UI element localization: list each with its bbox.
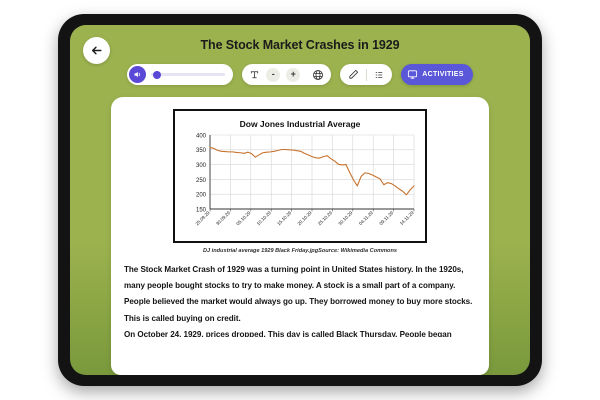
- pen-glyph: [349, 69, 359, 79]
- figure-caption: DJ industrial average 1929 Black Friday.…: [202, 248, 398, 254]
- list-glyph: [375, 71, 383, 78]
- monitor-icon: [407, 69, 418, 80]
- speaker-glyph: [134, 71, 141, 78]
- list-icon[interactable]: [374, 70, 384, 80]
- chart-figure: Dow Jones Industrial Average 150 200 250 30…: [173, 109, 427, 243]
- svg-text:25.10.29: 25.10.29: [317, 210, 333, 226]
- audio-control-group: [127, 64, 234, 85]
- svg-text:15.10.29: 15.10.29: [276, 210, 292, 226]
- page-title: The Stock Market Crashes in 1929: [200, 38, 400, 52]
- svg-text:350: 350: [196, 148, 207, 154]
- text-format-icon[interactable]: [249, 69, 260, 80]
- text-format-glyph: [251, 71, 259, 79]
- monitor-glyph: [408, 70, 418, 79]
- tablet-frame: The Stock Market Crashes in 1929: [58, 14, 542, 386]
- body-paragraph-2: On October 24, 1929, prices dropped. Thi…: [124, 329, 452, 337]
- svg-text:150: 150: [196, 207, 207, 213]
- pen-icon[interactable]: [348, 69, 359, 80]
- svg-text:300: 300: [196, 163, 207, 169]
- app-header: The Stock Market Crashes in 1929: [70, 25, 530, 93]
- toolbar-divider: [366, 68, 368, 81]
- globe-glyph: [313, 69, 324, 80]
- content-card: Dow Jones Industrial Average 150 200 250 30…: [111, 97, 489, 375]
- globe-icon[interactable]: [312, 69, 324, 81]
- activities-button[interactable]: ACTIVITIES: [401, 64, 473, 85]
- chart-title: Dow Jones Industrial Average: [239, 119, 361, 129]
- toolbar: - +: [70, 64, 530, 85]
- text-size-group: - +: [242, 64, 332, 85]
- svg-text:10.10.29: 10.10.29: [256, 210, 272, 226]
- svg-text:250: 250: [196, 178, 207, 184]
- volume-slider[interactable]: [151, 70, 226, 79]
- svg-text:200: 200: [196, 193, 207, 199]
- body-text: The Stock Market Crash of 1929 was a tur…: [124, 262, 476, 337]
- figure-block: Dow Jones Industrial Average 150 200 250 30…: [124, 109, 476, 254]
- svg-text:05.10.29: 05.10.29: [235, 210, 251, 226]
- arrow-left-icon: [92, 46, 102, 55]
- svg-text:30.10.29: 30.10.29: [337, 210, 353, 226]
- speaker-icon[interactable]: [129, 66, 147, 83]
- svg-text:09.11.29: 09.11.29: [378, 210, 394, 226]
- svg-text:400: 400: [196, 133, 207, 139]
- tablet-screen: The Stock Market Crashes in 1929: [70, 25, 530, 375]
- svg-text:04.11.29: 04.11.29: [358, 210, 374, 226]
- decrease-text-size-button[interactable]: -: [266, 67, 281, 82]
- activities-label: ACTIVITIES: [422, 71, 464, 78]
- body-paragraph-1: The Stock Market Crash of 1929 was a tur…: [124, 265, 473, 323]
- svg-text:14.11.29: 14.11.29: [399, 210, 415, 226]
- svg-text:30.09.29: 30.09.29: [215, 210, 231, 226]
- volume-slider-knob[interactable]: [153, 70, 162, 79]
- svg-text:20.10.29: 20.10.29: [297, 210, 313, 226]
- annotation-group: [340, 64, 393, 85]
- back-button[interactable]: [83, 37, 110, 64]
- increase-text-size-button[interactable]: +: [286, 67, 301, 82]
